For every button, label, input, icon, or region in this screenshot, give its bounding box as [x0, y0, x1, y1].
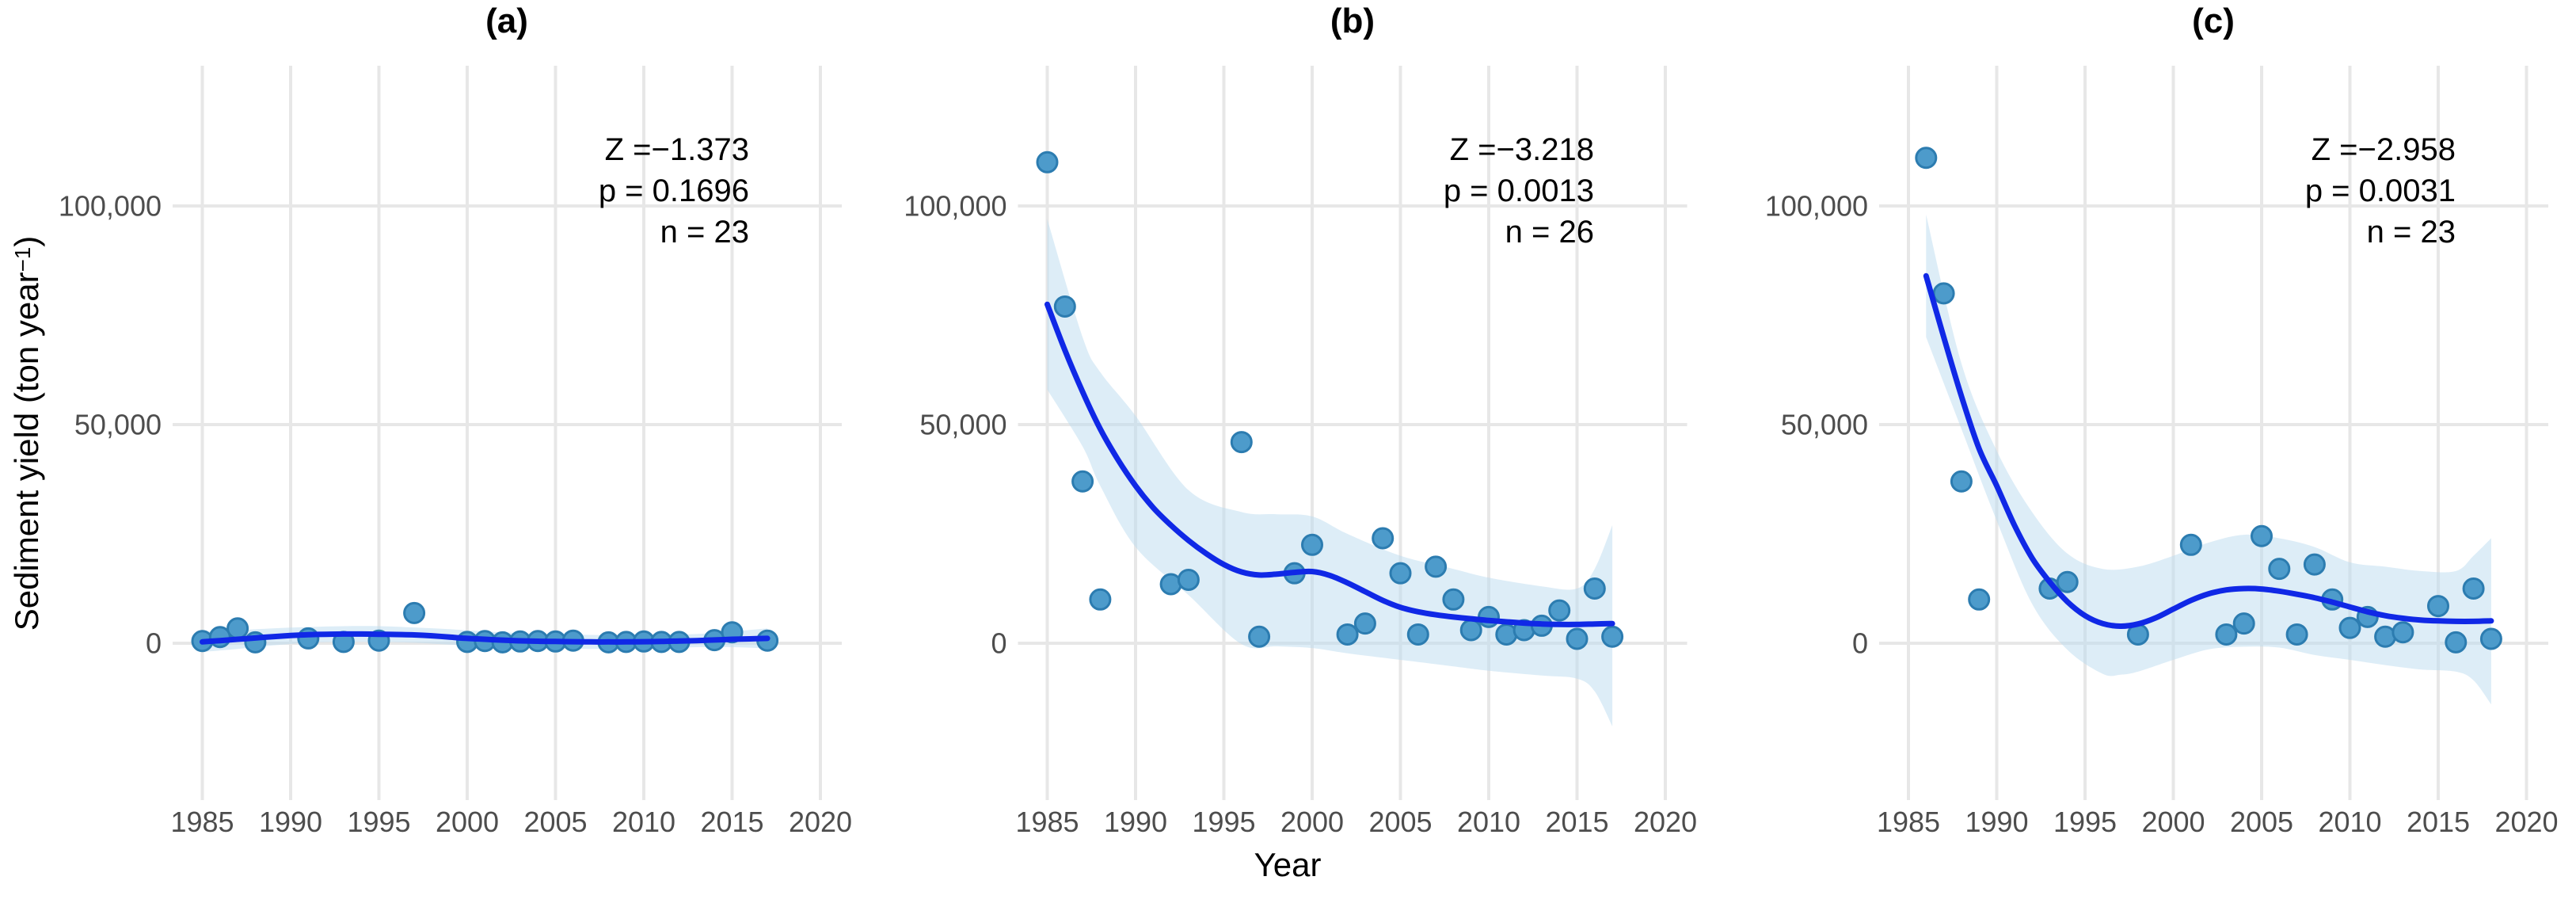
svg-text:2000: 2000	[436, 806, 499, 838]
svg-text:1995: 1995	[1192, 806, 1255, 838]
panel-b-title: (b)	[1330, 2, 1376, 40]
svg-text:0: 0	[1852, 627, 1868, 660]
panel-a-title: (a)	[485, 2, 528, 40]
svg-text:1990: 1990	[1104, 806, 1167, 838]
svg-text:2020: 2020	[1634, 806, 1697, 838]
panel-b-z-stat: Z =−3.218	[1449, 132, 1594, 167]
svg-text:100,000: 100,000	[59, 190, 162, 223]
svg-text:2015: 2015	[2407, 806, 2470, 838]
y-axis-title: Sediment yield (ton year−1)	[8, 235, 45, 631]
svg-text:1995: 1995	[2053, 806, 2117, 838]
svg-text:50,000: 50,000	[919, 409, 1006, 441]
svg-text:1990: 1990	[259, 806, 322, 838]
svg-text:2005: 2005	[523, 806, 587, 838]
svg-text:2015: 2015	[1545, 806, 1608, 838]
svg-text:1995: 1995	[347, 806, 410, 838]
svg-text:2005: 2005	[1368, 806, 1432, 838]
panel-b-annotation: Z =−3.218 p = 0.0013 n = 26	[1261, 129, 1594, 253]
svg-text:2010: 2010	[612, 806, 675, 838]
panel-a-z-stat: Z =−1.373	[604, 132, 749, 167]
panel-c-annotation: Z =−2.958 p = 0.0031 n = 23	[2123, 129, 2456, 253]
svg-text:2015: 2015	[700, 806, 763, 838]
panel-c-p-value: p = 0.0031	[2304, 173, 2456, 208]
panel-c-title: (c)	[2192, 2, 2235, 40]
svg-text:50,000: 50,000	[74, 409, 162, 441]
svg-text:1985: 1985	[1877, 806, 1940, 838]
svg-text:2000: 2000	[2141, 806, 2205, 838]
svg-text:1985: 1985	[170, 806, 234, 838]
svg-text:0: 0	[146, 627, 162, 660]
panel-a-n-count: n = 23	[660, 215, 749, 250]
svg-text:2020: 2020	[2494, 806, 2558, 838]
panel-b-n-count: n = 26	[1505, 215, 1594, 250]
y-axis-title-superscript: −1	[10, 246, 35, 272]
panel-c-z-stat: Z =−2.958	[2311, 132, 2456, 167]
panel-a-annotation: Z =−1.373 p = 0.1696 n = 23	[417, 129, 749, 253]
panel-c-n-count: n = 23	[2366, 215, 2456, 250]
svg-text:100,000: 100,000	[1765, 190, 1868, 223]
svg-text:2005: 2005	[2230, 806, 2293, 838]
panel-b-p-value: p = 0.0013	[1443, 173, 1594, 208]
x-axis-title: Year	[1254, 846, 1322, 883]
svg-text:2010: 2010	[1457, 806, 1520, 838]
svg-text:2020: 2020	[789, 806, 852, 838]
svg-text:50,000: 50,000	[1781, 409, 1868, 441]
svg-text:2010: 2010	[2318, 806, 2381, 838]
svg-text:100,000: 100,000	[904, 190, 1006, 223]
svg-text:0: 0	[991, 627, 1006, 660]
svg-text:2000: 2000	[1280, 806, 1344, 838]
svg-text:1990: 1990	[1965, 806, 2028, 838]
svg-text:1985: 1985	[1015, 806, 1079, 838]
panel-a-p-value: p = 0.1696	[598, 173, 749, 208]
